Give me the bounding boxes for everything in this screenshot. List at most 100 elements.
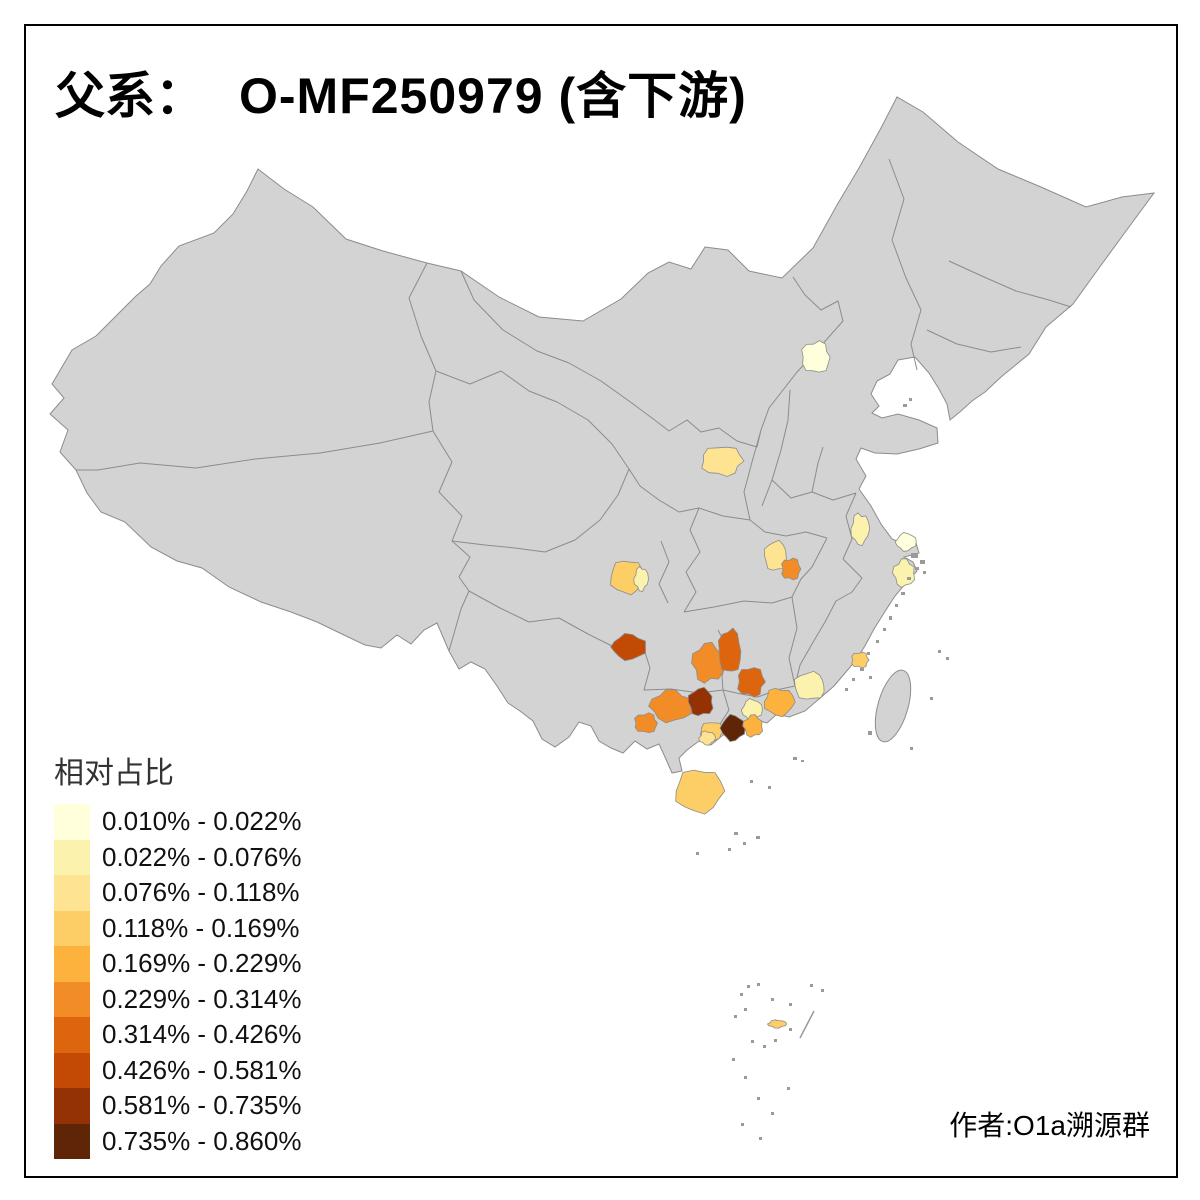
island-speck	[774, 1039, 777, 1042]
island-speck	[867, 652, 870, 655]
island-speck	[696, 852, 699, 855]
region-guangxi-s-small	[698, 730, 717, 746]
legend-label: 0.581% - 0.735%	[102, 1090, 302, 1121]
region-beijing	[801, 340, 831, 373]
island-speck	[801, 760, 804, 762]
region-shaanbei	[701, 446, 745, 477]
island-speck	[911, 553, 918, 558]
legend-row: 0.010% - 0.022%	[54, 804, 301, 840]
legend-row: 0.314% - 0.426%	[54, 1017, 301, 1053]
legend-swatch	[54, 875, 90, 911]
legend: 相对占比 0.010% - 0.022% 0.022% - 0.076% 0.076…	[54, 748, 301, 1159]
island-speck	[903, 404, 907, 407]
island-speck	[734, 1015, 737, 1018]
legend-swatch	[54, 946, 90, 982]
legend-swatch	[54, 1017, 90, 1053]
island-speck	[910, 747, 913, 750]
island-speck	[860, 668, 864, 671]
island-speck	[771, 998, 774, 1001]
island-speck	[868, 731, 872, 735]
island-speck	[789, 1028, 792, 1031]
island-speck	[743, 842, 746, 845]
legend-label: 0.010% - 0.022%	[102, 806, 302, 837]
island-speck	[909, 398, 912, 401]
island-speck	[852, 678, 855, 681]
legend-swatch	[54, 804, 90, 840]
region-guangxi-sw	[634, 712, 658, 734]
legend-row: 0.169% - 0.229%	[54, 946, 301, 982]
island-speck	[895, 604, 898, 607]
legend-swatch	[54, 1123, 90, 1159]
taiwan-island	[874, 669, 912, 743]
region-guangxi-ne	[763, 687, 796, 718]
island-speck	[728, 848, 731, 851]
island-speck	[732, 1058, 735, 1061]
island-speck	[907, 577, 911, 580]
region-fujian-coast	[851, 651, 870, 669]
island-speck	[901, 592, 905, 595]
legend-row: 0.118% - 0.169%	[54, 910, 301, 946]
island-speck	[920, 560, 925, 564]
title-prefix: 父系：	[55, 68, 205, 124]
page-title: 父系： O-MF250979 (含下游)	[55, 56, 747, 128]
island-speck	[757, 1097, 760, 1100]
legend-swatch	[54, 981, 90, 1017]
legend-label: 0.118% - 0.169%	[102, 912, 300, 943]
legend-row: 0.076% - 0.118%	[54, 875, 301, 911]
legend-label: 0.076% - 0.118%	[102, 877, 300, 908]
island-speck	[751, 1040, 754, 1043]
region-hubei-east	[781, 557, 802, 581]
legend-row: 0.426% - 0.581%	[54, 1052, 301, 1088]
island-speck	[923, 571, 926, 574]
legend-label: 0.735% - 0.860%	[102, 1125, 302, 1156]
legend-row: 0.735% - 0.860%	[54, 1123, 302, 1159]
legend-rows: 0.010% - 0.022% 0.022% - 0.076% 0.076% - 0…	[54, 804, 301, 1159]
island-speck	[741, 1123, 744, 1126]
island-speck	[869, 676, 872, 679]
region-guizhou-nw	[610, 632, 646, 662]
island-speck	[734, 832, 738, 835]
legend-title: 相对占比	[54, 757, 174, 790]
colored-regions-layer	[610, 340, 917, 1029]
island-speck	[930, 697, 933, 700]
region-guizhou-se	[691, 641, 724, 684]
island-speck	[768, 786, 771, 789]
region-guangdong-w2	[742, 714, 764, 738]
island-speck	[938, 650, 941, 653]
island-speck	[763, 1045, 766, 1048]
region-hunan-sw	[737, 667, 766, 698]
legend-swatch	[54, 1088, 90, 1124]
island-speck	[793, 757, 797, 760]
region-hainan	[675, 769, 726, 815]
island-speck	[789, 1003, 792, 1006]
region-hunan-w	[717, 627, 742, 672]
region-south-sea-isle	[766, 1019, 787, 1029]
region-chengdu-east	[633, 566, 649, 592]
region-guangxi-central	[648, 689, 692, 724]
island-speck	[747, 985, 750, 988]
island-speck	[883, 628, 886, 631]
island-speck	[740, 993, 743, 996]
island-speck	[750, 780, 753, 783]
island-speck	[845, 688, 848, 691]
region-jiangsu-coast	[850, 512, 871, 547]
mainland-layer	[49, 96, 1156, 774]
legend-row: 0.581% - 0.735%	[54, 1088, 301, 1124]
legend-swatch	[54, 910, 90, 946]
legend-row: 0.229% - 0.314%	[54, 981, 301, 1017]
legend-swatch	[54, 839, 90, 875]
mainland-outline	[49, 96, 1156, 774]
island-speck	[759, 1137, 762, 1140]
author-credit: 作者:O1a溯源群	[949, 1110, 1150, 1141]
legend-row: 0.022% - 0.076%	[54, 839, 302, 875]
island-speck	[756, 836, 760, 839]
island-speck	[821, 989, 824, 992]
legend-label: 0.022% - 0.076%	[102, 841, 302, 872]
island-speck	[915, 567, 919, 570]
island-speck	[787, 1087, 790, 1090]
island-speck	[876, 640, 879, 643]
island-speck	[771, 1112, 774, 1115]
island-speck	[744, 1076, 747, 1079]
